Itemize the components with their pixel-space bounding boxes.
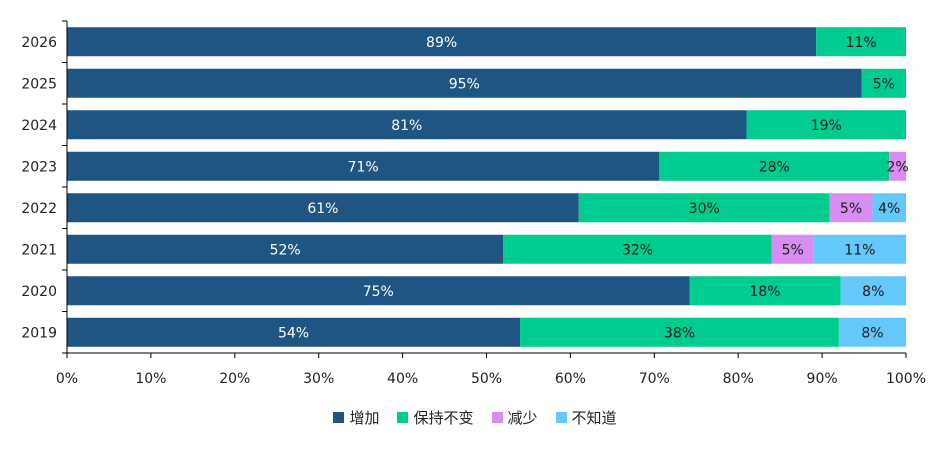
bar-segment — [578, 193, 830, 223]
chart-canvas: 89% 11% 2026 95% 5% 2025 81% 19% 2024 71% 28% 2% 202… — [21, 20, 926, 387]
data-label: 54% — [278, 325, 309, 341]
data-label: 2% — [887, 159, 909, 175]
bar-segment — [659, 151, 890, 181]
y-tick-label: 2025 — [21, 76, 57, 92]
legend-label: 保持不变 — [413, 409, 474, 427]
legend-swatch — [491, 412, 503, 423]
bar-segment — [67, 193, 579, 223]
bar-segment — [746, 110, 906, 140]
x-tick-label: 20% — [219, 371, 250, 387]
legend-label: 不知道 — [571, 409, 617, 427]
x-tick-label: 50% — [471, 371, 502, 387]
legend-label: 减少 — [507, 409, 538, 427]
x-tick-label: 60% — [555, 371, 586, 387]
legend-swatch — [555, 412, 567, 423]
data-label: 11% — [844, 242, 875, 258]
legend-item: 保持不变 — [397, 407, 474, 428]
data-label: 8% — [862, 284, 884, 300]
y-tick-label: 2019 — [21, 325, 57, 341]
data-label: 4% — [878, 201, 900, 217]
data-label: 30% — [689, 201, 720, 217]
bar-segment — [840, 276, 906, 306]
data-label: 61% — [307, 201, 338, 217]
y-tick-label: 2020 — [21, 284, 57, 300]
bar-segment — [829, 193, 873, 223]
y-tick-label: 2024 — [21, 118, 57, 134]
y-tick-label: 2021 — [21, 242, 57, 258]
y-tick-label: 2026 — [21, 35, 57, 51]
bar-segment — [816, 27, 906, 57]
legend-item: 减少 — [491, 407, 538, 428]
bar-segment — [889, 151, 906, 181]
bar-segment — [872, 193, 906, 223]
x-tick-label: 10% — [135, 371, 166, 387]
data-label: 28% — [759, 159, 790, 175]
data-label: 5% — [873, 76, 895, 92]
bar-segment — [813, 234, 906, 264]
x-tick-label: 100% — [886, 371, 926, 387]
bar-segment — [67, 110, 747, 140]
data-label: 95% — [449, 76, 480, 92]
x-tick-label: 90% — [807, 371, 838, 387]
legend-item: 增加 — [333, 407, 379, 428]
x-tick-label: 0% — [56, 371, 78, 387]
bar-segment — [67, 27, 817, 57]
data-label: 5% — [840, 201, 862, 217]
x-tick-label: 80% — [723, 371, 754, 387]
data-label: 11% — [846, 35, 877, 51]
bar-segment — [67, 68, 862, 98]
bar-segment — [520, 317, 839, 347]
bar-segment — [838, 317, 906, 347]
x-tick-label: 70% — [639, 371, 670, 387]
bar-segment — [503, 234, 772, 264]
bar-segment — [67, 276, 690, 306]
legend-swatch — [333, 412, 345, 423]
bar-segment — [67, 317, 521, 347]
data-label: 89% — [426, 35, 457, 51]
y-tick-label: 2023 — [21, 159, 57, 175]
data-label: 81% — [391, 118, 422, 134]
data-label: 8% — [861, 325, 883, 341]
x-tick-label: 30% — [303, 371, 334, 387]
chart-legend: 增加 保持不变 减少 不知道 — [0, 407, 950, 428]
data-label: 18% — [749, 284, 780, 300]
legend-swatch — [397, 412, 409, 423]
bar-segment — [771, 234, 814, 264]
y-tick-label: 2022 — [21, 201, 57, 217]
data-label: 5% — [782, 242, 804, 258]
x-tick-label: 40% — [387, 371, 418, 387]
data-label: 38% — [664, 325, 695, 341]
data-label: 19% — [811, 118, 842, 134]
bar-segment — [861, 68, 906, 98]
bar-segment — [67, 234, 504, 264]
legend-item: 不知道 — [555, 407, 617, 428]
legend-label: 增加 — [349, 409, 380, 427]
data-label: 71% — [348, 159, 379, 175]
data-label: 32% — [622, 242, 653, 258]
bar-segment — [67, 151, 660, 181]
data-label: 52% — [270, 242, 301, 258]
bar-segment — [689, 276, 841, 306]
data-label: 75% — [363, 284, 394, 300]
